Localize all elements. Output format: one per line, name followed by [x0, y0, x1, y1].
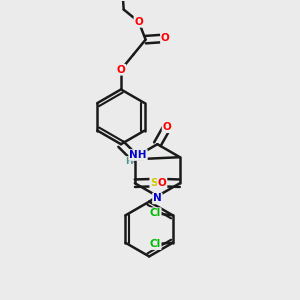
Text: Cl: Cl — [149, 208, 161, 218]
Text: O: O — [161, 33, 170, 43]
Text: O: O — [117, 65, 125, 75]
Text: O: O — [158, 178, 167, 188]
Text: H: H — [125, 157, 133, 166]
Text: O: O — [163, 122, 171, 132]
Text: N: N — [153, 194, 162, 203]
Text: Cl: Cl — [149, 239, 161, 249]
Text: NH: NH — [129, 150, 147, 160]
Text: S: S — [150, 178, 158, 188]
Text: O: O — [134, 17, 143, 27]
